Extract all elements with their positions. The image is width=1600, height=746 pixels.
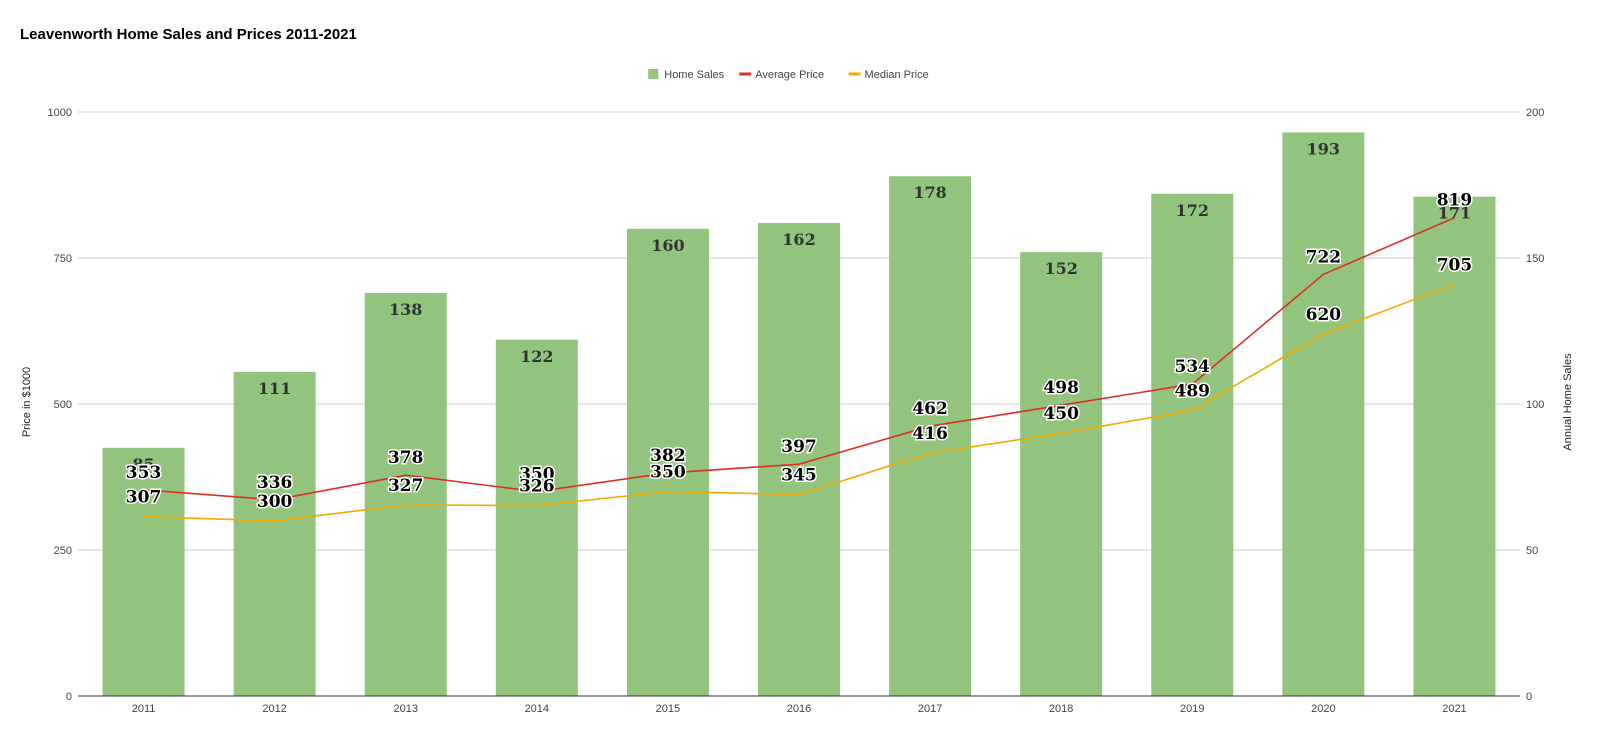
median-price-data-label: 350 bbox=[650, 463, 686, 483]
median-price-data-label: 620 bbox=[1306, 305, 1342, 325]
median-price-data-label: 307 bbox=[126, 488, 162, 508]
average-price-data-label: 722 bbox=[1306, 247, 1342, 267]
y-tick-label-right: 200 bbox=[1526, 107, 1544, 119]
y-tick-label-left: 750 bbox=[54, 253, 72, 265]
bar-data-label: 111 bbox=[258, 379, 291, 398]
legend-entry: Median Price bbox=[865, 69, 929, 81]
median-price-data-label: 300 bbox=[257, 492, 293, 512]
legend-swatch-bar bbox=[648, 69, 659, 79]
median-price-line bbox=[143, 283, 1455, 522]
average-price-data-label: 382 bbox=[650, 446, 686, 466]
bar-data-label: 172 bbox=[1176, 201, 1209, 220]
bar bbox=[364, 293, 447, 696]
x-tick-label: 2014 bbox=[525, 703, 549, 715]
x-tick-label: 2015 bbox=[656, 703, 680, 715]
bar-data-label: 122 bbox=[520, 347, 553, 366]
bar-data-label: 178 bbox=[913, 183, 946, 202]
x-tick-label: 2012 bbox=[262, 703, 286, 715]
line-series bbox=[143, 216, 1455, 522]
median-price-data-label: 326 bbox=[519, 477, 555, 497]
y-tick-label-right: 0 bbox=[1526, 691, 1532, 703]
bar bbox=[1413, 196, 1496, 696]
bar bbox=[889, 176, 972, 697]
y-tick-label-left: 500 bbox=[54, 399, 72, 411]
bar bbox=[1020, 252, 1103, 696]
bar-data-label: 193 bbox=[1307, 139, 1340, 158]
x-tick-label: 2018 bbox=[1049, 703, 1073, 715]
average-price-data-label: 350 bbox=[519, 465, 555, 485]
average-price-data-label: 353 bbox=[126, 463, 162, 483]
median-price-data-label: 705 bbox=[1437, 255, 1473, 275]
bar-data-label: 138 bbox=[389, 300, 422, 319]
bar-data-label: 85 bbox=[132, 455, 154, 474]
average-price-data-label: 378 bbox=[388, 448, 424, 468]
y-tick-label-right: 100 bbox=[1526, 399, 1544, 411]
average-price-line bbox=[143, 216, 1455, 501]
median-price-data-label: 327 bbox=[388, 476, 424, 496]
bar-data-label: 162 bbox=[782, 230, 815, 249]
average-price-data-label: 534 bbox=[1175, 357, 1211, 377]
median-price-data-label: 345 bbox=[781, 466, 817, 486]
legend-entry: Average Price bbox=[755, 69, 824, 81]
x-tick-label: 2020 bbox=[1311, 703, 1335, 715]
bar bbox=[1282, 132, 1365, 696]
y-axis-label-left: Price in $1000 bbox=[21, 367, 33, 437]
y-tick-label-left: 0 bbox=[66, 691, 72, 703]
median-price-data-label: 450 bbox=[1043, 404, 1079, 424]
median-price-data-label: 489 bbox=[1175, 381, 1211, 401]
bar bbox=[233, 371, 316, 696]
x-tick-label: 2017 bbox=[918, 703, 942, 715]
legend-entry: Home Sales bbox=[664, 69, 724, 81]
data-labels: 85 111 138 122 160 162 178 152 172 193 171 353 336 37… bbox=[124, 139, 1473, 513]
bar-series bbox=[102, 132, 1496, 697]
y-axis-label-right: Annual Home Sales bbox=[1562, 353, 1574, 451]
x-tick-label: 2013 bbox=[393, 703, 417, 715]
x-tick-label: 2016 bbox=[787, 703, 811, 715]
average-price-data-label: 397 bbox=[781, 437, 817, 457]
axes: 0 250 500 750 1000 0 50 100 150 200 2011 2012 2013 20… bbox=[48, 107, 1545, 715]
y-tick-label-left: 1000 bbox=[48, 107, 72, 119]
y-tick-label-right: 50 bbox=[1526, 545, 1538, 557]
x-tick-label: 2021 bbox=[1442, 703, 1466, 715]
bar-data-label: 152 bbox=[1044, 259, 1077, 278]
bar bbox=[626, 228, 709, 697]
median-price-data-label: 416 bbox=[912, 424, 948, 444]
bar bbox=[495, 339, 578, 696]
legend: Home Sales Average Price Median Price bbox=[648, 69, 929, 81]
x-tick-label: 2011 bbox=[132, 703, 156, 715]
bar bbox=[1151, 193, 1234, 696]
bar-data-label: 160 bbox=[651, 236, 684, 255]
y-tick-label-left: 250 bbox=[54, 545, 72, 557]
average-price-data-label: 336 bbox=[257, 473, 293, 493]
y-tick-label-right: 150 bbox=[1526, 253, 1544, 265]
average-price-data-label: 819 bbox=[1437, 191, 1473, 211]
chart-title: Leavenworth Home Sales and Prices 2011-2… bbox=[20, 26, 357, 43]
bar bbox=[758, 222, 840, 696]
average-price-data-label: 498 bbox=[1043, 378, 1079, 398]
average-price-data-label: 462 bbox=[912, 399, 948, 419]
bar-data-label: 171 bbox=[1438, 204, 1471, 223]
x-tick-label: 2019 bbox=[1180, 703, 1204, 715]
bar bbox=[102, 447, 185, 696]
